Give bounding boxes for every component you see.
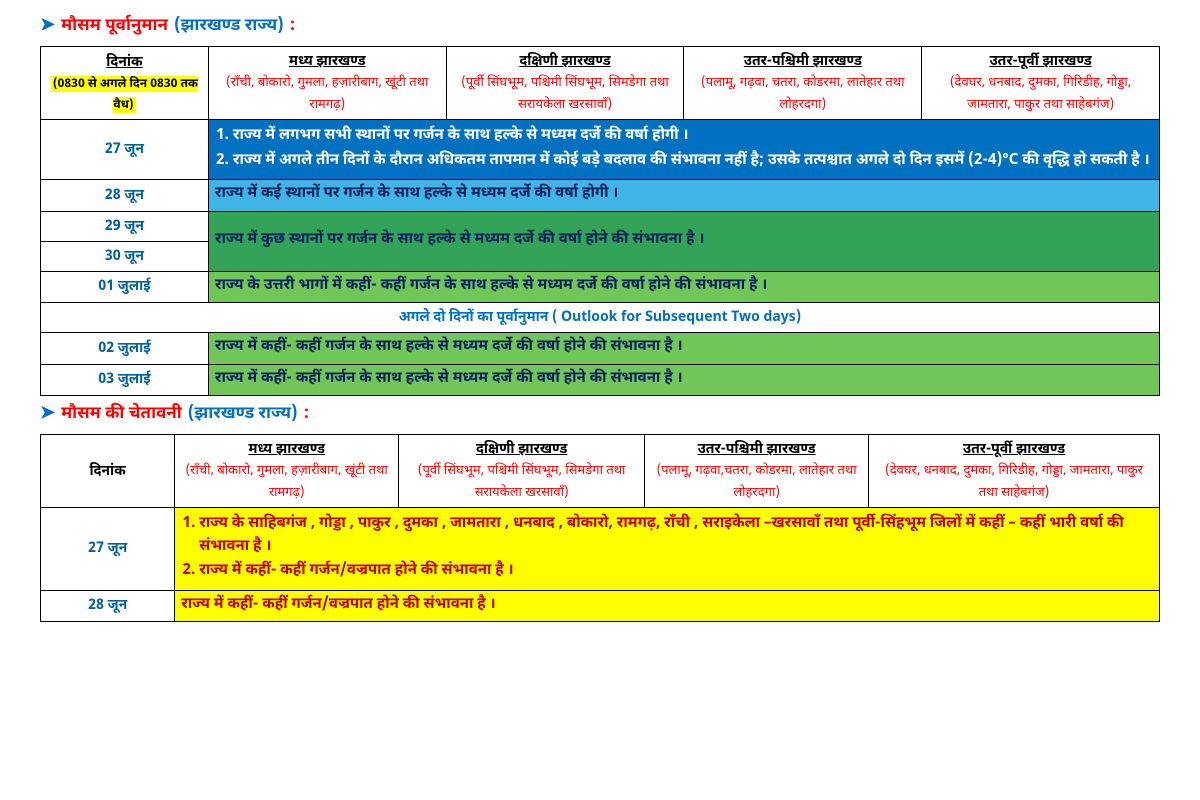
section2-colon: : <box>304 403 310 425</box>
region-districts: (राँची, बोकारो, गुमला, हज़ारीबाग, खूंटी … <box>186 463 388 502</box>
warning-item: राज्य के साहिबगंज , गोड्डा , पाकुर , दुम… <box>199 514 1153 559</box>
region-name: उतर-पश्चिमी झारखण्ड <box>744 52 862 71</box>
forecast-row: 28 जून राज्य में कई स्थानों पर गर्जन के … <box>41 180 1160 212</box>
forecast-section-title: ➤ मौसम पूर्वानुमान (झारखण्ड राज्य) : <box>40 14 1160 38</box>
forecast-row: 03 जुलाई राज्य में कहीं- कहीं गर्जन के स… <box>41 364 1160 396</box>
forecast-cell: राज्य में कुछ स्थानों पर गर्जन के साथ हल… <box>208 211 1159 271</box>
region-name: दक्षिणी झारखण्ड <box>519 52 610 71</box>
section1-title: मौसम पूर्वानुमान <box>61 15 168 37</box>
region-header: उतर-पश्चिमी झारखण्ड (पलामू, गढ़वा, चतरा,… <box>684 47 922 120</box>
region-name: मध्य झारखण्ड <box>289 52 366 71</box>
section2-paren: (झारखण्ड राज्य) <box>188 403 298 425</box>
bullet-arrow-icon: ➤ <box>40 402 55 426</box>
outlook-label: अगले दो दिनों का पूर्वानुमान ( Outlook f… <box>41 303 1160 333</box>
region-name: दक्षिणी झारखण्ड <box>476 440 567 459</box>
region-districts: (पलामू, गढ़वा, चतरा, कोडरमा, लातेहार तथा… <box>701 75 904 114</box>
warning-header-row: दिनांक मध्य झारखण्ड (राँची, बोकारो, गुमल… <box>41 435 1160 508</box>
outlook-header-row: अगले दो दिनों का पूर्वानुमान ( Outlook f… <box>41 303 1160 333</box>
forecast-cell: राज्य में लगभग सभी स्थानों पर गर्जन के स… <box>208 120 1159 180</box>
region-name: उतर-पूर्वी झारखण्ड <box>989 52 1091 71</box>
region-districts: (देवघर, धनबाद, दुमका, गिरिडीह, गोड्डा, ज… <box>950 75 1131 114</box>
region-header: दक्षिणी झारखण्ड (पूर्वी सिंघभूम, पश्चिमी… <box>446 47 684 120</box>
warning-cell: राज्य में कहीं- कहीं गर्जन/वज्रपात होने … <box>175 590 1160 622</box>
forecast-cell: राज्य में कहीं- कहीं गर्जन के साथ हल्के … <box>208 364 1159 396</box>
forecast-date: 30 जून <box>41 241 209 271</box>
forecast-header-row: दिनांक (0830 से अगले दिन 0830 तक वैध) मध… <box>41 47 1160 120</box>
region-name: मध्य झारखण्ड <box>248 440 325 459</box>
forecast-row: 01 जुलाई राज्य के उत्तरी भागों में कहीं-… <box>41 271 1160 303</box>
region-name: उतर-पश्चिमी झारखण्ड <box>698 440 816 459</box>
forecast-date: 28 जून <box>41 180 209 212</box>
region-header: मध्य झारखण्ड (राँची, बोकारो, गुमला, हज़ा… <box>175 435 399 508</box>
section1-paren: (झारखण्ड राज्य) <box>174 15 284 37</box>
forecast-row: 27 जून राज्य में लगभग सभी स्थानों पर गर्… <box>41 120 1160 180</box>
forecast-item: राज्य में अगले तीन दिनों के दौरान अधिकतम… <box>233 151 1153 174</box>
region-name: उतर-पूर्वी झारखण्ड <box>963 440 1065 459</box>
forecast-row: 02 जुलाई राज्य में कहीं- कहीं गर्जन के स… <box>41 333 1160 365</box>
date-header-cell: दिनांक <box>41 435 175 508</box>
forecast-cell: राज्य के उत्तरी भागों में कहीं- कहीं गर्… <box>208 271 1159 303</box>
bullet-arrow-icon: ➤ <box>40 14 55 38</box>
forecast-item: राज्य में लगभग सभी स्थानों पर गर्जन के स… <box>233 126 1153 149</box>
warning-cell: राज्य के साहिबगंज , गोड्डा , पाकुर , दुम… <box>175 508 1160 591</box>
warning-row: 28 जून राज्य में कहीं- कहीं गर्जन/वज्रपा… <box>41 590 1160 622</box>
forecast-cell: राज्य में कई स्थानों पर गर्जन के साथ हल्… <box>208 180 1159 212</box>
region-districts: (पलामू, गढ़वा,चतरा, कोडरमा, लातेहार तथा … <box>657 463 857 502</box>
section2-title: मौसम की चेतावनी <box>61 403 182 425</box>
forecast-date: 29 जून <box>41 211 209 241</box>
region-districts: (देवघर, धनबाद, दुमका, गिरिडीह, गोड्डा, ज… <box>885 463 1143 502</box>
forecast-date: 27 जून <box>41 120 209 180</box>
region-districts: (पूर्वी सिंघभूम, पश्चिमी सिंघभूम, सिमडेग… <box>418 463 626 502</box>
forecast-table: दिनांक (0830 से अगले दिन 0830 तक वैध) मध… <box>40 46 1160 396</box>
warning-table: दिनांक मध्य झारखण्ड (राँची, बोकारो, गुमल… <box>40 434 1160 622</box>
forecast-cell: राज्य में कहीं- कहीं गर्जन के साथ हल्के … <box>208 333 1159 365</box>
date-header-cell: दिनांक (0830 से अगले दिन 0830 तक वैध) <box>41 47 209 120</box>
section1-colon: : <box>290 15 296 37</box>
region-districts: (राँची, बोकारो, गुमला, हज़ारीबाग, खूंटी … <box>226 75 428 114</box>
region-header: उतर-पश्चिमी झारखण्ड (पलामू, गढ़वा,चतरा, … <box>645 435 869 508</box>
warning-date: 28 जून <box>41 590 175 622</box>
region-header: मध्य झारखण्ड (राँची, बोकारो, गुमला, हज़ा… <box>208 47 446 120</box>
warning-section-title: ➤ मौसम की चेतावनी (झारखण्ड राज्य) : <box>40 402 1160 426</box>
region-header: उतर-पूर्वी झारखण्ड (देवघर, धनबाद, दुमका,… <box>869 435 1160 508</box>
forecast-date: 02 जुलाई <box>41 333 209 365</box>
forecast-row: 29 जून राज्य में कुछ स्थानों पर गर्जन के… <box>41 211 1160 241</box>
date-header-main: दिनांक <box>106 53 142 72</box>
region-districts: (पूर्वी सिंघभूम, पश्चिमी सिंघभूम, सिमडेग… <box>461 75 669 114</box>
warning-row: 27 जून राज्य के साहिबगंज , गोड्डा , पाकु… <box>41 508 1160 591</box>
date-header-sub: (0830 से अगले दिन 0830 तक वैध) <box>51 76 198 113</box>
warning-date: 27 जून <box>41 508 175 591</box>
warning-item: राज्य में कहीं- कहीं गर्जन/वज्रपात होने … <box>199 561 1153 584</box>
region-header: उतर-पूर्वी झारखण्ड (देवघर, धनबाद, दुमका,… <box>922 47 1160 120</box>
forecast-date: 03 जुलाई <box>41 364 209 396</box>
region-header: दक्षिणी झारखण्ड (पूर्वी सिंघभूम, पश्चिमी… <box>399 435 645 508</box>
forecast-date: 01 जुलाई <box>41 271 209 303</box>
